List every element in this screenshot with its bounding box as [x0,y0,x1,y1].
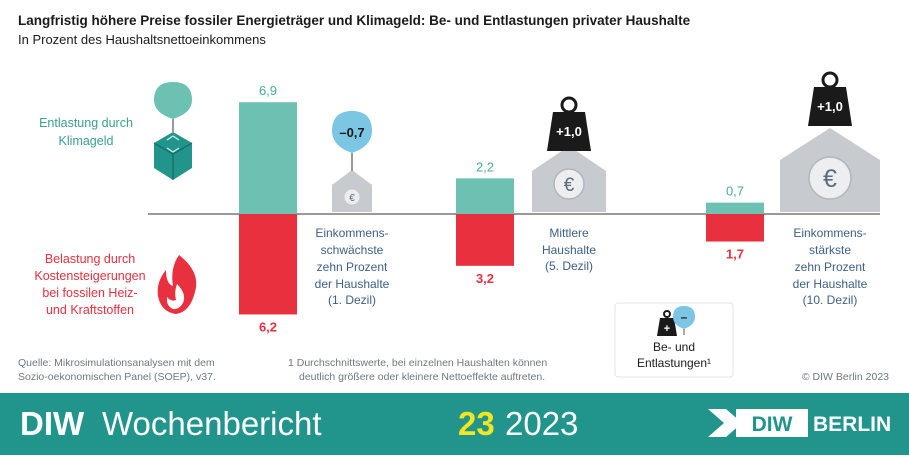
burden-value-label-1-dezil: 6,2 [259,319,277,334]
house-icon-10-dezil: € [780,128,880,212]
footer-band: DIW Wochenbericht 23 2023 DIW BERLIN [0,393,909,455]
category-1-line4: der Haushalte [315,277,390,291]
category-5-line1: Mittlere [549,226,589,240]
chart-subtitle: In Prozent des Haushaltsnettoeinkommens [18,32,266,47]
house-icon-5-dezil: € [532,146,606,212]
relief-label-line1: Entlastung durch [39,116,133,130]
logo-text: BERLIN [813,413,891,436]
burden-label-line2: Kostensteigerungen [34,269,145,283]
net-weight-icon-10-dezil [808,71,852,126]
category-10-line1: Einkommens- [793,226,866,240]
footer-brand: DIW [20,405,85,442]
footer-issue-number: 23 [458,405,495,442]
category-5-line3: (5. Dezil) [545,259,593,273]
category-1-line2: schwächste [321,243,384,257]
relief-bar-5-dezil [456,178,514,214]
copyright: © DIW Berlin 2023 [802,371,889,383]
burden-label-line4: und Kraftstoffen [46,303,134,317]
chart-title: Langfristig höhere Preise fossiler Energ… [18,13,691,28]
burden-value-label-10-dezil: 1,7 [726,247,744,262]
footnote-line2: deutlich größere oder kleinere Nettoeffe… [299,371,545,383]
chart-canvas: Langfristig höhere Preise fossiler Energ… [18,13,889,383]
net-weight-icon-5-dezil [547,96,591,151]
diw-berlin-logo: DIW BERLIN [708,409,891,437]
category-label-10-dezil: Einkommens- stärkste zehn Prozent der Ha… [793,226,868,307]
burden-label-line3: bei fossilen Heiz- [42,286,137,300]
source-note-line1: Quelle: Mikrosimulationsanalysen mit dem [18,357,215,369]
svg-text:€: € [564,175,575,196]
category-10-line4: der Haushalte [793,277,868,291]
burden-value-label-5-dezil: 3,2 [476,271,494,286]
relief-value-label-5-dezil: 2,2 [476,159,494,174]
category-label-1-dezil: Einkommens- schwächste zehn Prozent der … [315,226,390,307]
svg-text:+: + [664,323,670,335]
relief-value-label-1-dezil: 6,9 [259,83,277,98]
relief-bar-10-dezil [706,202,764,214]
svg-text:€: € [823,165,837,193]
net-effect-label-5-dezil: +1,0 [556,124,582,139]
category-5-line2: Haushalte [542,243,596,257]
footer-canvas: DIW Wochenbericht 23 2023 DIW BERLIN [20,405,891,442]
burden-label-line1: Belastung durch [45,252,135,266]
burden-bar-5-dezil [456,214,514,266]
burden-bar-1-dezil [239,214,297,315]
category-1-line5: (1. Dezil) [328,293,376,307]
category-10-line3: zehn Prozent [795,260,866,274]
flame-icon [157,255,197,314]
category-10-line5: (10. Dezil) [803,293,858,307]
relief-bar-1-dezil [239,102,297,214]
footer-publication: Wochenbericht [102,405,322,442]
footnote-line1: 1 Durchschnittswerte, bei einzelnen Haus… [288,357,547,369]
balloon-cube-icon [153,82,193,180]
burden-bar-10-dezil [706,214,764,242]
category-1-line1: Einkommens- [315,226,388,240]
net-effect-label-1-dezil: –0,7 [339,125,364,140]
net-effect-label-10-dezil: +1,0 [817,99,843,114]
legend-balloon-icon: – [673,306,695,335]
relief-value-label-10-dezil: 0,7 [726,184,744,199]
logo-short: DIW [752,413,793,436]
category-label-5-dezil: Mittlere Haushalte (5. Dezil) [542,226,596,273]
source-note-line2: Sozio-oekonomischen Panel (SOEP), v37. [18,371,216,383]
house-icon-1-dezil: € [332,170,372,212]
bars [239,102,764,315]
legend-weight-icon: + [657,310,677,336]
net-effect-legend-box: + – Be- und Entlastungen¹ [614,302,734,378]
svg-text:–: – [681,310,688,324]
footer-year: 2023 [505,405,578,442]
net-effect-legend-line2: Entlastungen¹ [637,356,711,370]
category-10-line2: stärkste [809,243,851,257]
net-balloon-icon-1-dezil [332,111,372,171]
svg-text:€: € [349,193,355,204]
relief-label-line2: Klimageld [59,134,114,148]
net-effect-legend-line1: Be- und [653,340,695,354]
category-1-line3: zehn Prozent [317,260,388,274]
